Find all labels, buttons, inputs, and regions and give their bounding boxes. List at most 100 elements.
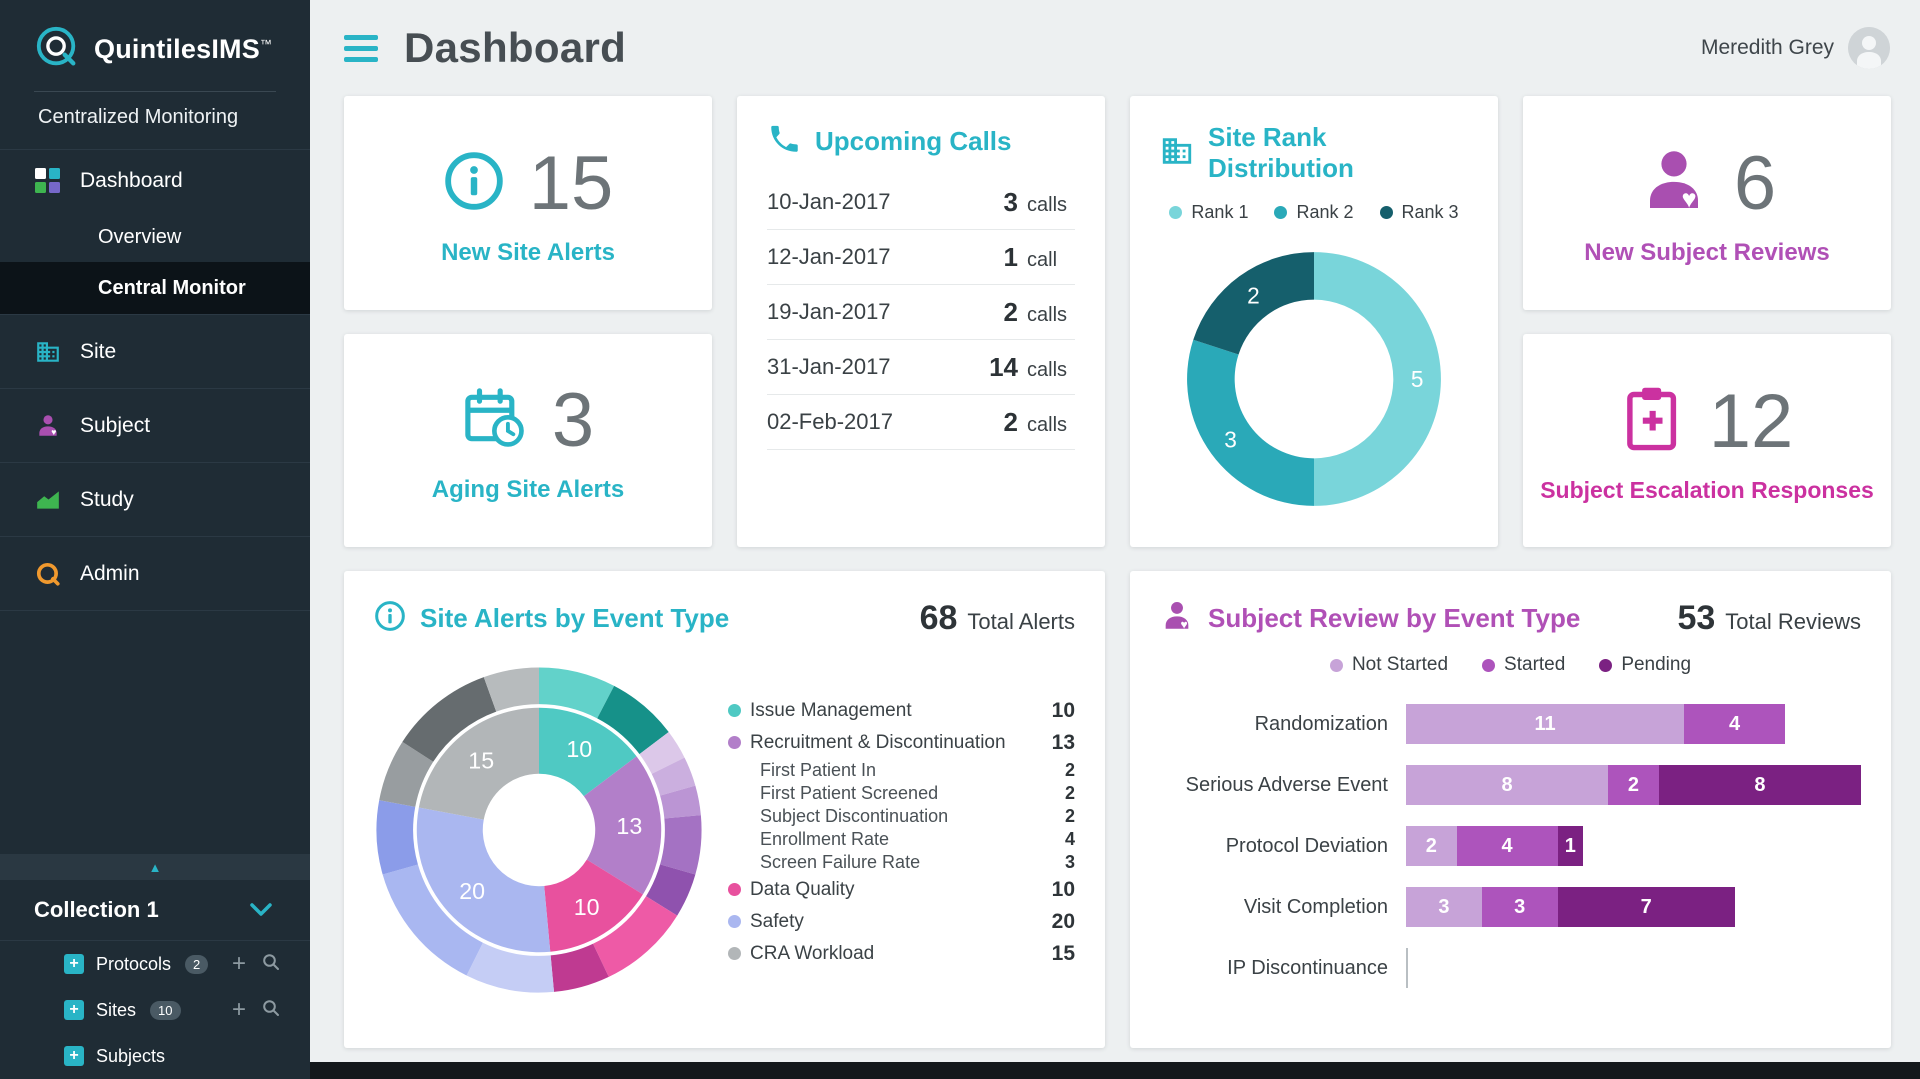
collection-label: Collection 1 <box>34 897 159 922</box>
chevron-down-icon[interactable] <box>250 897 272 923</box>
expand-plus-icon[interactable]: + <box>64 1000 84 1020</box>
menu-hamburger-icon[interactable] <box>344 34 378 62</box>
total-alerts: 68 Total Alerts <box>919 599 1075 637</box>
bar-segment: 4 <box>1456 826 1558 866</box>
donut-outer-segment <box>483 666 539 712</box>
donut-outer-segment <box>402 676 497 762</box>
sidebar-item-label: Overview <box>98 225 182 248</box>
call-date: 10-Jan-2017 <box>767 189 891 214</box>
search-icon[interactable] <box>262 999 280 1022</box>
bar-row: Randomization 11 4 <box>1160 704 1861 744</box>
legend-item: Safety 20 <box>728 906 1075 938</box>
collapse-arrow[interactable]: ▲ <box>0 854 310 880</box>
legend-dot <box>1169 206 1183 219</box>
site-rank-card: Site Rank Distribution Rank 1 Rank 2 Ran… <box>1130 96 1498 547</box>
stat-label: New Site Alerts <box>441 238 615 266</box>
sidebar-item-dashboard[interactable]: Dashboard <box>0 149 310 212</box>
sidebar-item-study[interactable]: Study <box>0 462 310 536</box>
new-site-alerts-card[interactable]: 15 New Site Alerts <box>344 96 712 310</box>
sidebar-item-site[interactable]: Site <box>0 314 310 388</box>
call-count: 1 <box>1003 241 1018 272</box>
legend-dot <box>728 736 741 749</box>
search-icon[interactable] <box>262 953 280 976</box>
new-subject-reviews-card[interactable]: ♥ 6 New Subject Reviews <box>1523 96 1891 310</box>
total-reviews: 53 Total Reviews <box>1677 599 1861 637</box>
slice-value: 10 <box>574 893 600 919</box>
bar-label: Randomization <box>1254 712 1388 735</box>
site-alerts-donut: 10 13 10 20 15 <box>374 665 704 1000</box>
site-alerts-donut-svg: 10 13 10 20 15 <box>376 666 702 993</box>
avatar[interactable] <box>1848 27 1890 69</box>
collection-selector[interactable]: Collection 1 <box>0 880 310 941</box>
donut-segment <box>1193 252 1314 355</box>
trademark: ™ <box>259 37 273 51</box>
sidebar-item-label: Site <box>80 339 117 363</box>
count-badge: 2 <box>185 954 209 974</box>
tree-actions: + <box>232 998 280 1022</box>
legend-dot <box>1599 658 1613 672</box>
stat-label: New Subject Reviews <box>1584 238 1830 266</box>
sidebar: QuintilesIMS™ Centralized Monitoring Das… <box>0 0 310 1079</box>
card-header: Site Alerts by Event Type 68 Total Alert… <box>374 599 1075 638</box>
call-unit: calls <box>1027 413 1068 436</box>
sidebar-item-central-monitor[interactable]: Central Monitor <box>0 262 310 314</box>
donut-outer-segment <box>593 895 678 977</box>
bar-label: Visit Completion <box>1243 895 1388 918</box>
sidebar-item-label: Study <box>80 487 134 511</box>
subject-escalation-card[interactable]: 12 Subject Escalation Responses <box>1523 334 1891 547</box>
expand-plus-icon[interactable]: + <box>64 954 84 974</box>
slice-value: 2 <box>1247 283 1260 309</box>
tree-actions: + <box>232 952 280 976</box>
sidebar-item-subject[interactable]: ♥ Subject <box>0 388 310 462</box>
svg-text:♥: ♥ <box>1181 617 1188 631</box>
legend-item: Rank 1 <box>1169 202 1248 223</box>
person-heart-icon: ♥ <box>1638 145 1710 222</box>
quintiles-logo-icon <box>34 24 80 75</box>
call-count: 14 <box>989 351 1018 382</box>
building-icon <box>1160 134 1194 173</box>
brand-name: QuintilesIMS™ <box>94 34 273 64</box>
upcoming-calls-card: Upcoming Calls 10-Jan-2017 3 calls 12-Jan… <box>737 96 1105 547</box>
sidebar-item-label: Central Monitor <box>98 276 246 299</box>
user-name[interactable]: Meredith Grey <box>1700 36 1834 59</box>
clipboard-cross-icon <box>1621 385 1685 458</box>
legend-dot <box>1379 206 1393 219</box>
bar-segment: 11 <box>1406 704 1685 744</box>
expand-plus-icon[interactable]: + <box>64 1046 84 1066</box>
brand: QuintilesIMS™ <box>0 0 310 75</box>
add-icon[interactable]: + <box>231 996 246 1023</box>
subject-review-bars: Randomization 11 4 Serious Adverse Event … <box>1160 704 1861 1009</box>
add-icon[interactable]: + <box>231 950 246 977</box>
slice-value: 20 <box>459 877 485 903</box>
bar-segment: 4 <box>1684 704 1786 744</box>
collection-tree: + Protocols 2 + + Sites 10 + + Subject <box>0 941 310 1079</box>
sidebar-item-overview[interactable]: Overview <box>0 212 310 262</box>
slice-value: 5 <box>1411 366 1424 392</box>
tree-item-subjects[interactable]: + Subjects <box>0 1033 310 1079</box>
call-row: 19-Jan-2017 2 calls <box>767 285 1075 340</box>
calendar-clock-icon <box>462 387 528 454</box>
bar-track <box>1406 948 1861 988</box>
call-row: 10-Jan-2017 3 calls <box>767 175 1075 230</box>
tree-item-sites[interactable]: + Sites 10 + <box>0 987 310 1033</box>
donut-outer-segment <box>376 799 418 874</box>
stat-value: 12 <box>1708 378 1794 464</box>
count-badge: 10 <box>150 1000 181 1020</box>
aging-site-alerts-card[interactable]: 3 Aging Site Alerts <box>344 334 712 547</box>
slice-value: 3 <box>1224 427 1237 453</box>
building-icon <box>34 338 62 366</box>
tree-item-protocols[interactable]: + Protocols 2 + <box>0 941 310 987</box>
page-title: Dashboard <box>404 24 627 71</box>
bar-label: Protocol Deviation <box>1225 834 1388 857</box>
legend-sub-item: First Patient In 2 <box>760 759 1075 780</box>
slice-value: 15 <box>468 747 494 773</box>
donut-outer-segment <box>379 741 434 807</box>
sidebar-item-admin[interactable]: Admin <box>0 536 310 611</box>
legend-item: Data Quality 10 <box>728 874 1075 906</box>
bar-row: IP Discontinuance <box>1160 948 1861 988</box>
legend-item: CRA Workload 15 <box>728 938 1075 970</box>
donut-outer-segment <box>466 942 554 993</box>
review-legend: Not Started Started Pending <box>1160 654 1861 676</box>
